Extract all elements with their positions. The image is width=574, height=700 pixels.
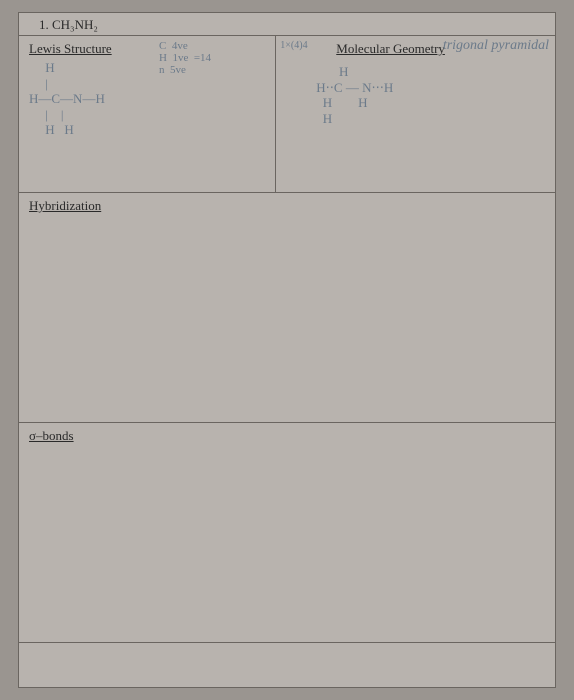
lewis-geometry-row: Lewis Structure H | H—C—N—H | | H H C 4v…: [19, 35, 555, 193]
geometry-heading: Molecular Geometry: [336, 41, 445, 57]
question-header: 1. CH₃NH₂: [19, 13, 555, 35]
lewis-cell: Lewis Structure H | H—C—N—H | | H H C 4v…: [19, 36, 276, 192]
worksheet-page: 1. CH₃NH₂ Lewis Structure H | H—C—N—H | …: [18, 12, 556, 688]
lewis-structure-drawing: H | H—C—N—H | | H H: [29, 60, 105, 138]
ve-side-note: 1×(4)4: [280, 40, 307, 51]
hybridization-heading: Hybridization: [29, 198, 101, 214]
sigma-bonds-heading: σ–bonds: [29, 428, 74, 444]
lewis-heading: Lewis Structure: [29, 41, 112, 57]
geometry-answer: trigonal pyramidal: [443, 38, 549, 54]
hybridization-row: Hybridization: [19, 193, 555, 423]
geometry-cell: 1×(4)4 Molecular Geometry trigonal pyram…: [276, 36, 555, 192]
sigma-bonds-row: σ–bonds: [19, 423, 555, 643]
geometry-sketch: H H‧‧C — N‧‧‧H H H H: [316, 64, 393, 126]
question-number: 1.: [39, 17, 49, 32]
question-formula: CH₃NH₂: [52, 17, 98, 32]
valence-electron-notes: C 4ve H 1ve =14 n 5ve: [159, 40, 211, 76]
